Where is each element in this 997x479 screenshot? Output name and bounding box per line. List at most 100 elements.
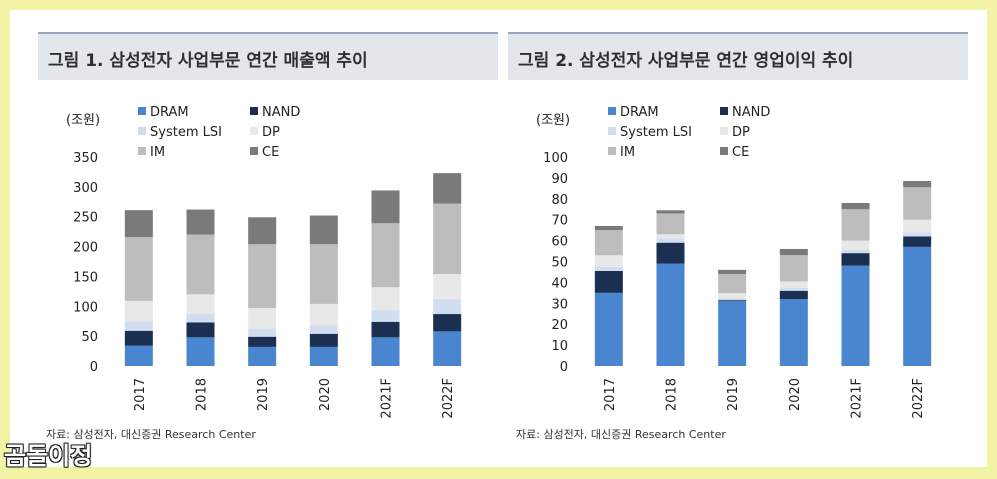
x-tick-label: 2020 xyxy=(318,378,333,411)
bar-segment xyxy=(371,309,400,322)
bar-segment xyxy=(433,299,462,315)
y-tick-label: 10 xyxy=(551,339,568,354)
legend-label: IM xyxy=(150,145,165,160)
bar-segment xyxy=(841,253,870,266)
bar-segment xyxy=(186,314,215,323)
bar-segment xyxy=(656,210,685,214)
operating-profit-chart: (조원) 0 10 20 30 40 50 60 70 80 90 100 DRAM NAND System… xyxy=(536,105,932,419)
legend-swatch xyxy=(138,127,146,135)
bar-segment xyxy=(371,321,400,338)
legend-label: NAND xyxy=(262,105,300,120)
bar-segment xyxy=(248,217,277,245)
y-tick-label: 80 xyxy=(551,193,568,208)
legend-label: DP xyxy=(732,125,750,140)
bar-segment xyxy=(656,213,685,235)
bar-segment xyxy=(779,287,808,291)
bar-segment xyxy=(594,230,623,256)
legend-swatch xyxy=(138,147,146,155)
bar-segment xyxy=(841,202,870,210)
legend-swatch xyxy=(138,107,146,115)
bar-segment xyxy=(779,281,808,288)
bar-segment xyxy=(124,330,153,346)
legend-label: DRAM xyxy=(150,105,189,120)
y-tick-label: 50 xyxy=(81,330,98,345)
chart-panel-operating-profit: 그림 2. 삼성전자 사업부문 연간 영업이익 추이 (조원) 0 10 20 30 40… xyxy=(508,32,968,452)
legend-swatch xyxy=(608,127,616,135)
legend-swatch xyxy=(608,107,616,115)
x-tick-label: 2018 xyxy=(195,378,210,411)
legend-label: NAND xyxy=(732,105,770,120)
y-tick-label: 50 xyxy=(551,256,568,271)
report-frame: 그림 1. 삼성전자 사업부문 연간 매출액 추이 (조원) 0 50 100 150 2… xyxy=(10,10,987,467)
bar-segment xyxy=(718,298,747,301)
legend-label: DRAM xyxy=(620,105,659,120)
bar-segment xyxy=(594,266,623,271)
revenue-chart: (조원) 0 50 100 150 200 250 300 350 DRAM NAND System … xyxy=(66,105,462,419)
x-tick-label: 2021F xyxy=(380,378,395,419)
legend-label: System LSI xyxy=(150,125,222,140)
bar-segment xyxy=(903,181,932,188)
bar-segment xyxy=(124,300,153,322)
y-axis-label: (조원) xyxy=(536,113,570,128)
bar-segment xyxy=(124,321,153,331)
y-tick-label: 20 xyxy=(551,318,568,333)
y-tick-label: 200 xyxy=(73,241,98,256)
bar-segment xyxy=(309,346,338,366)
y-tick-label: 40 xyxy=(551,276,568,291)
legend-swatch xyxy=(250,147,258,155)
bar-segment xyxy=(594,225,623,231)
bar-segment xyxy=(656,263,685,366)
bar-segment xyxy=(903,187,932,220)
x-tick-label: 2019 xyxy=(256,378,271,411)
bar-segment xyxy=(779,290,808,300)
bar-segment xyxy=(433,173,462,204)
bar-segment xyxy=(779,299,808,366)
legend-swatch xyxy=(250,127,258,135)
y-axis-label: (조원) xyxy=(66,113,100,128)
bar-segment xyxy=(248,346,277,366)
y-tick-label: 0 xyxy=(90,360,98,375)
bar-segment xyxy=(186,234,215,295)
bar-segment xyxy=(841,240,870,251)
legend-swatch xyxy=(720,107,728,115)
bar-segment xyxy=(433,274,462,300)
y-tick-label: 0 xyxy=(560,360,568,375)
bar-segment xyxy=(186,209,215,235)
legend-label: IM xyxy=(620,145,635,160)
bar-segment xyxy=(718,269,747,275)
bar-segment xyxy=(248,336,277,347)
bar-segment xyxy=(656,242,685,264)
bar-segment xyxy=(594,255,623,267)
x-tick-label: 2022F xyxy=(441,378,456,419)
y-tick-label: 60 xyxy=(551,235,568,250)
bar-segment xyxy=(124,237,153,301)
bar-segment xyxy=(248,328,277,337)
bar-segment xyxy=(841,250,870,254)
x-tick-label: 2020 xyxy=(788,378,803,411)
bar-segment xyxy=(433,203,462,275)
x-tick-label: 2019 xyxy=(726,378,741,411)
legend-swatch xyxy=(608,147,616,155)
chart-panel-revenue: 그림 1. 삼성전자 사업부문 연간 매출액 추이 (조원) 0 50 100 150 2… xyxy=(38,32,498,452)
bar-segment xyxy=(903,236,932,247)
chart-title-bar: 그림 1. 삼성전자 사업부문 연간 매출액 추이 xyxy=(38,32,498,80)
bar-segment xyxy=(371,190,400,224)
x-tick-label: 2018 xyxy=(665,378,680,411)
bar-segment xyxy=(656,234,685,239)
chart-source: 자료: 삼성전자, 대신증권 Research Center xyxy=(516,428,726,441)
bar-segment xyxy=(903,219,932,233)
legend-label: CE xyxy=(732,145,749,160)
y-tick-label: 150 xyxy=(73,270,98,285)
legend-label: System LSI xyxy=(620,125,692,140)
legend-swatch xyxy=(720,147,728,155)
legend-label: CE xyxy=(262,145,279,160)
bar-segment xyxy=(309,325,338,334)
chart-source: 자료: 삼성전자, 대신증권 Research Center xyxy=(46,428,256,441)
bar-segment xyxy=(594,270,623,293)
y-tick-label: 350 xyxy=(73,151,98,166)
bar-segment xyxy=(371,223,400,288)
bar-segment xyxy=(841,265,870,366)
x-tick-label: 2017 xyxy=(603,378,618,411)
bar-segment xyxy=(841,209,870,241)
x-tick-label: 2017 xyxy=(133,378,148,411)
